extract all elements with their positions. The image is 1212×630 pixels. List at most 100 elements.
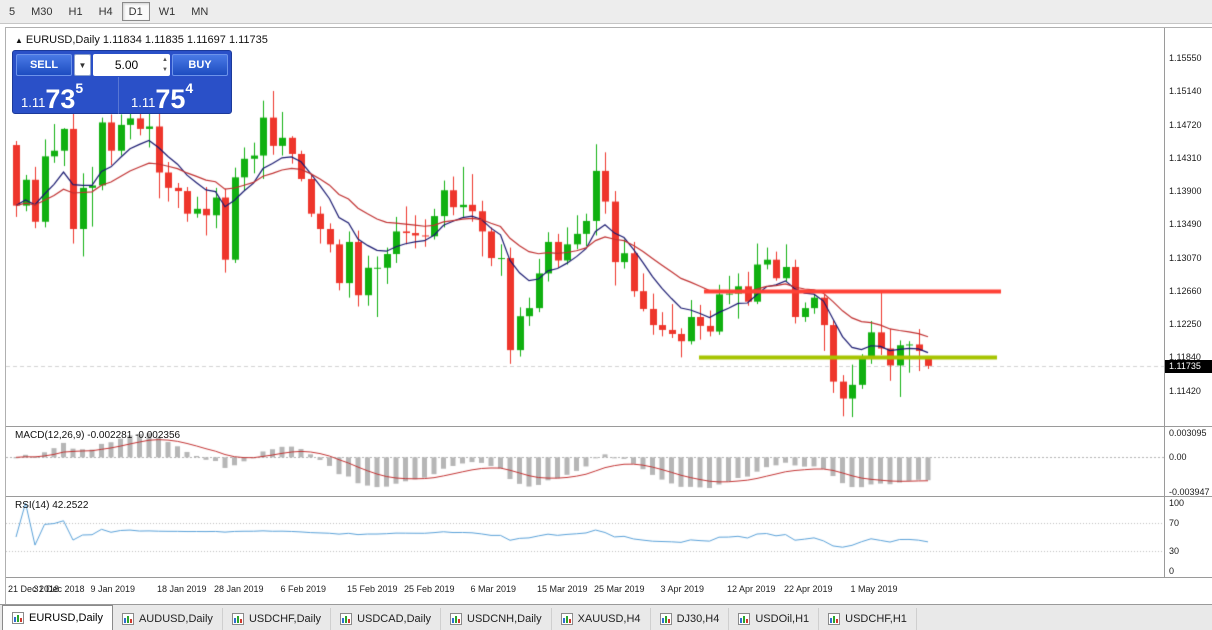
chart-tab-label: AUDUSD,Daily (138, 613, 213, 625)
timeframe-button-d1[interactable]: D1 (121, 2, 150, 21)
macd-canvas[interactable] (6, 427, 1164, 496)
chart-tab-audusd-daily[interactable]: AUDUSD,Daily (113, 608, 223, 630)
rsi-label: RSI(14) 42.2522 (15, 500, 89, 511)
sell-price-prefix: 1.11 (21, 95, 46, 110)
date-axis-label: 31 Dec 2018 (33, 584, 85, 594)
buy-price-pipette: 4 (185, 80, 194, 96)
timeframe-toolbar: 5 M30 H1 H4 D1 W1 MN (0, 0, 1212, 24)
lot-size-input[interactable] (93, 54, 170, 76)
lot-size-field: ▲ ▼ (93, 54, 170, 76)
rsi-axis-label: 100 (1169, 498, 1185, 508)
price-axis-label: 1.15140 (1169, 85, 1202, 96)
rsi-axis-label: 30 (1169, 545, 1180, 556)
sell-price-big: 73 (45, 84, 76, 114)
chart-tab-eurusd-daily[interactable]: EURUSD,Daily (2, 605, 113, 630)
price-axis-label: 1.13070 (1169, 253, 1202, 264)
buy-price[interactable]: 1.11 75 4 (118, 77, 228, 114)
sell-price-pipette: 5 (75, 80, 84, 96)
price-axis-label: 1.13490 (1169, 219, 1202, 230)
macd-axis-label: 0.003095 (1169, 428, 1207, 438)
chart-tab-usdoil-h1[interactable]: USDOil,H1 (729, 608, 820, 630)
price-axis-label: 1.12660 (1169, 286, 1202, 297)
chart-window: ▲ EURUSD,Daily 1.11834 1.11835 1.11697 1.… (5, 27, 1212, 605)
date-axis-label: 3 Apr 2019 (660, 584, 705, 594)
rsi-panel-divider[interactable] (6, 496, 1212, 497)
chart-tab-label: EURUSD,Daily (29, 612, 103, 624)
price-axis-label: 1.15550 (1169, 52, 1202, 63)
chart-tab-label: USDOil,H1 (755, 613, 810, 625)
date-axis-label: 1 May 2019 (850, 584, 898, 594)
sell-button[interactable]: SELL (16, 54, 72, 76)
chart-tabs-bar: EURUSD,Daily AUDUSD,Daily USDCHF,Daily USDC… (0, 604, 1212, 630)
date-axis-label: 22 Apr 2019 (784, 584, 833, 594)
macd-axis-label: -0.003947 (1169, 487, 1210, 497)
buy-button[interactable]: BUY (172, 54, 228, 76)
sell-price[interactable]: 1.11 73 5 (16, 77, 118, 114)
date-axis-label: 12 Apr 2019 (727, 584, 776, 594)
price-axis-label: 1.11840 (1169, 352, 1201, 363)
chart-tab-icon (340, 613, 353, 625)
current-price-badge: 1.11735 (1165, 359, 1212, 373)
chart-tab-icon (738, 613, 751, 625)
chart-tab-label: DJ30,H4 (676, 613, 720, 625)
date-axis-label: 6 Mar 2019 (470, 584, 517, 594)
chart-tab-label: USDCHF,Daily (248, 613, 322, 625)
lot-increase-button[interactable]: ▲ (162, 57, 168, 63)
timeframe-button-mn[interactable]: MN (184, 2, 215, 21)
chevron-down-icon: ▼ (78, 60, 87, 70)
order-type-dropdown[interactable]: ▼ (74, 54, 91, 76)
date-axis-label: 21 Dec 2018 (8, 584, 60, 594)
symbol-marker-icon: ▲ (15, 36, 23, 45)
chart-tab-icon (560, 613, 573, 625)
macd-label: MACD(12,26,9) -0.002281 -0.002356 (15, 430, 181, 441)
date-axis-label: 15 Mar 2019 (537, 584, 588, 594)
date-axis-label: 15 Feb 2019 (347, 584, 398, 594)
date-axis-label: 9 Jan 2019 (90, 584, 136, 594)
macd-axis-label: 0.00 (1169, 452, 1187, 463)
chart-tab-usdcnh-daily[interactable]: USDCNH,Daily (441, 608, 552, 630)
chart-tab-xauusd-h4[interactable]: XAUUSD,H4 (552, 608, 651, 630)
rsi-canvas[interactable] (6, 497, 1164, 577)
timeframe-button-m30[interactable]: M30 (24, 2, 59, 21)
date-axis-label: 18 Jan 2019 (157, 584, 207, 594)
chart-tab-label: XAUUSD,H4 (577, 613, 641, 625)
chart-tab-icon (231, 613, 244, 625)
macd-panel-divider[interactable] (6, 426, 1212, 427)
chart-title: ▲ EURUSD,Daily 1.11834 1.11835 1.11697 1.… (15, 34, 268, 46)
timeframe-button-h4[interactable]: H4 (92, 2, 120, 21)
buy-price-prefix: 1.11 (131, 95, 156, 110)
date-axis-label: 28 Jan 2019 (214, 584, 264, 594)
timeframe-button-5[interactable]: 5 (2, 2, 22, 21)
chart-tab-label: USDCHF,H1 (845, 613, 907, 625)
date-axis-label: 6 Feb 2019 (280, 584, 327, 594)
date-axis-label: 25 Mar 2019 (594, 584, 645, 594)
timeframe-button-w1[interactable]: W1 (152, 2, 183, 21)
chart-tab-dj30-h4[interactable]: DJ30,H4 (651, 608, 730, 630)
price-axis-label: 1.14720 (1169, 119, 1202, 130)
price-axis-label: 1.11420 (1169, 386, 1201, 397)
chart-tab-icon (450, 613, 463, 625)
lot-decrease-button[interactable]: ▼ (162, 67, 168, 73)
buy-price-big: 75 (155, 84, 186, 114)
chart-tab-label: USDCNH,Daily (467, 613, 542, 625)
chart-tab-icon (12, 612, 24, 624)
chart-tab-icon (828, 613, 841, 625)
price-axis-label: 1.14310 (1169, 152, 1202, 163)
chart-tab-icon (121, 613, 134, 625)
rsi-axis-label: 0 (1169, 566, 1175, 576)
timeframe-button-h1[interactable]: H1 (62, 2, 90, 21)
chart-tab-label: USDCAD,Daily (357, 613, 432, 625)
chart-tab-usdchf-daily[interactable]: USDCHF,Daily (223, 608, 332, 630)
date-axis-label: 25 Feb 2019 (404, 584, 455, 594)
date-axis[interactable]: 21 Dec 2018 31 Dec 2018 9 Jan 2019 18 Jan 2… (6, 578, 1164, 605)
price-axis-label: 1.13900 (1169, 186, 1202, 197)
chart-title-text: EURUSD,Daily 1.11834 1.11835 1.11697 1.1… (25, 34, 268, 46)
price-axis-label: 1.12250 (1169, 319, 1202, 330)
chart-tab-usdchf-h1[interactable]: USDCHF,H1 (819, 608, 917, 630)
rsi-axis-label: 70 (1169, 518, 1180, 529)
date-axis-divider (6, 577, 1212, 578)
price-axis[interactable]: 1.11735 1.15550 1.15140 1.14720 1.14310 1.13… (1164, 28, 1212, 578)
chart-tab-usdcad-daily[interactable]: USDCAD,Daily (331, 608, 442, 630)
